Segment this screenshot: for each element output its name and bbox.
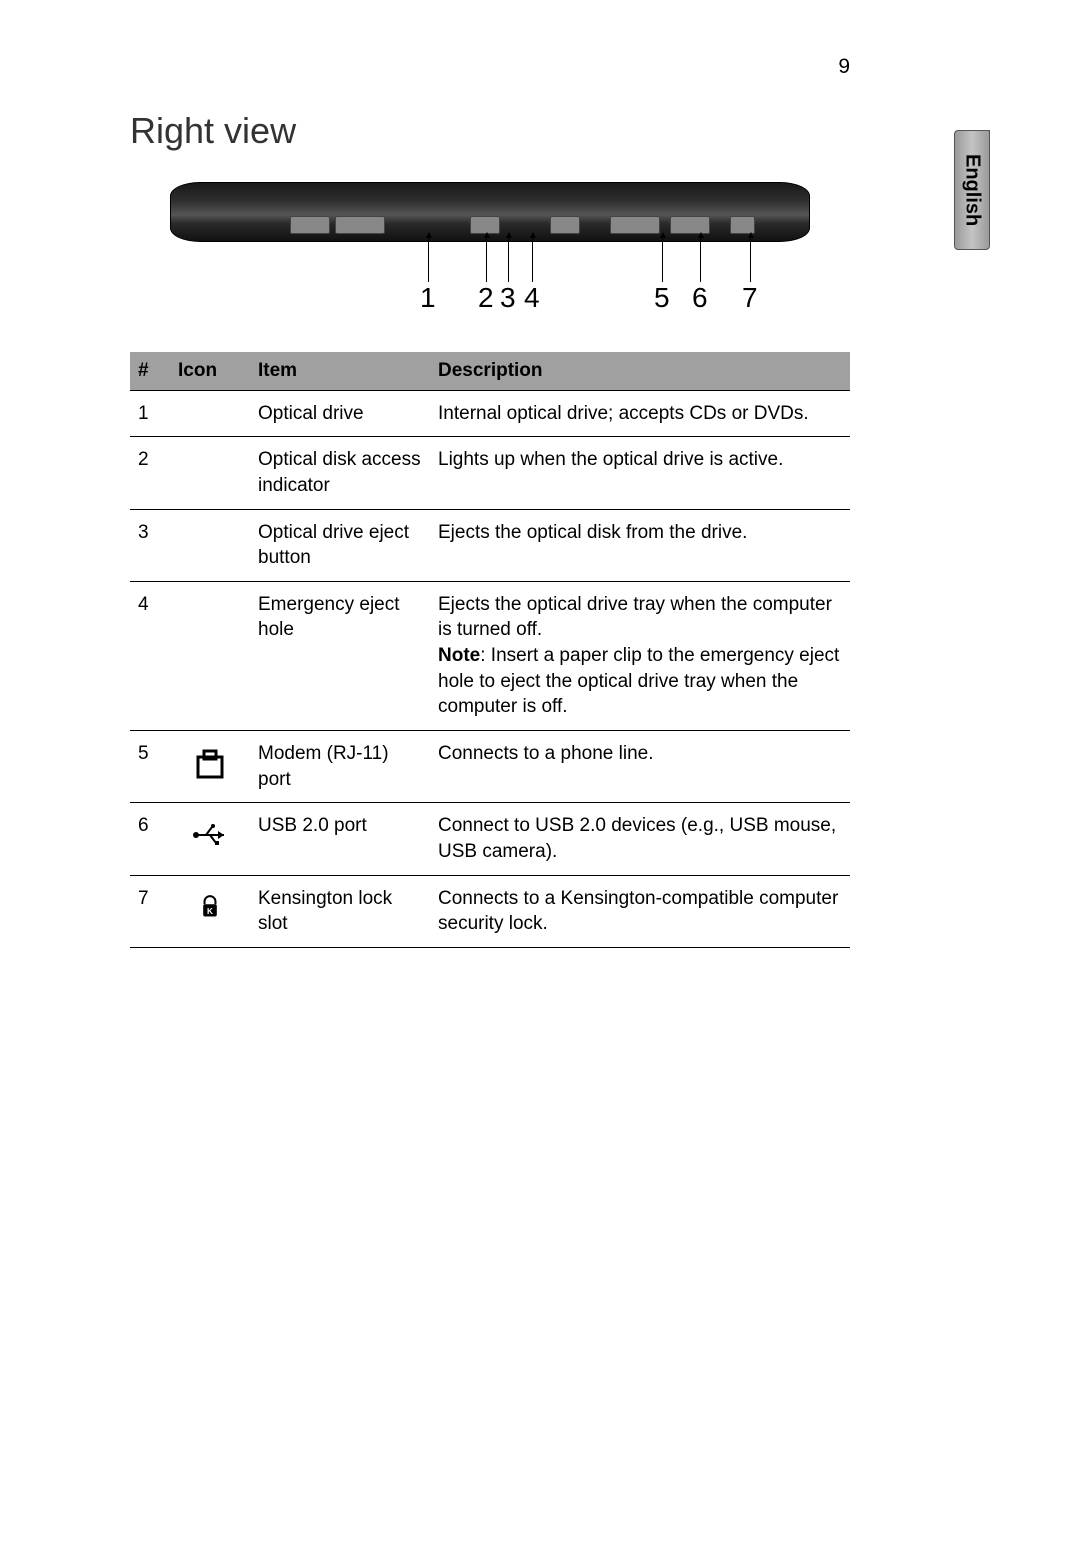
callout-5: 5	[654, 282, 670, 314]
callout-1: 1	[420, 282, 436, 314]
cell-icon	[170, 509, 250, 581]
cell-icon	[170, 390, 250, 437]
cell-num: 5	[130, 731, 170, 803]
table-row: 5 Modem (RJ-11) port Connects to a phone…	[130, 731, 850, 803]
cell-num: 7	[130, 875, 170, 947]
cell-item: USB 2.0 port	[250, 803, 430, 875]
desc-note-text: : Insert a paper clip to the emergency e…	[438, 645, 839, 717]
cell-num: 3	[130, 509, 170, 581]
modem-icon	[188, 743, 232, 783]
desc-note-label: Note	[438, 645, 480, 666]
section-title: Right view	[130, 110, 850, 152]
callout-labels: 1 2 3 4 5 6 7	[170, 282, 810, 322]
cell-item: Optical disk access indicator	[250, 437, 430, 509]
cell-item: Optical drive eject button	[250, 509, 430, 581]
callout-4: 4	[524, 282, 540, 314]
page-content: Right view 1 2 3 4 5 6	[130, 110, 850, 948]
page-number: 9	[838, 55, 850, 79]
lock-icon: K	[195, 890, 225, 924]
cell-icon	[170, 731, 250, 803]
cell-item: Kensington lock slot	[250, 875, 430, 947]
col-item: Item	[250, 352, 430, 390]
svg-text:K: K	[207, 907, 213, 916]
callout-6: 6	[692, 282, 708, 314]
right-view-diagram: 1 2 3 4 5 6 7	[170, 172, 810, 322]
table-row: 7 K Kensington lock slot Connects to a K…	[130, 875, 850, 947]
ports-table: # Icon Item Description 1 Optical drive …	[130, 352, 850, 948]
col-num: #	[130, 352, 170, 390]
cell-desc: Connects to a phone line.	[430, 731, 850, 803]
table-row: 3 Optical drive eject button Ejects the …	[130, 509, 850, 581]
cell-item: Emergency eject hole	[250, 581, 430, 730]
callout-3: 3	[500, 282, 516, 314]
cell-num: 6	[130, 803, 170, 875]
cell-icon	[170, 803, 250, 875]
table-row: 6 USB 2.0 port Connect to USB 2.0 device…	[130, 803, 850, 875]
cell-desc: Ejects the optical disk from the drive.	[430, 509, 850, 581]
cell-desc: Ejects the optical drive tray when the c…	[430, 581, 850, 730]
col-icon: Icon	[170, 352, 250, 390]
desc-pre: Ejects the optical drive tray when the c…	[438, 594, 832, 641]
table-header-row: # Icon Item Description	[130, 352, 850, 390]
cell-desc: Connect to USB 2.0 devices (e.g., USB mo…	[430, 803, 850, 875]
cell-icon: K	[170, 875, 250, 947]
callout-2: 2	[478, 282, 494, 314]
col-desc: Description	[430, 352, 850, 390]
cell-desc: Connects to a Kensington-compatible comp…	[430, 875, 850, 947]
cell-num: 4	[130, 581, 170, 730]
laptop-side-illustration	[170, 172, 810, 282]
language-tab-label: English	[961, 154, 984, 226]
cell-num: 1	[130, 390, 170, 437]
callout-7: 7	[742, 282, 758, 314]
cell-desc: Internal optical drive; accepts CDs or D…	[430, 390, 850, 437]
table-row: 4 Emergency eject hole Ejects the optica…	[130, 581, 850, 730]
cell-desc: Lights up when the optical drive is acti…	[430, 437, 850, 509]
table-row: 1 Optical drive Internal optical drive; …	[130, 390, 850, 437]
cell-item: Optical drive	[250, 390, 430, 437]
cell-num: 2	[130, 437, 170, 509]
cell-icon	[170, 437, 250, 509]
table-row: 2 Optical disk access indicator Lights u…	[130, 437, 850, 509]
cell-item: Modem (RJ-11) port	[250, 731, 430, 803]
usb-icon	[188, 815, 232, 855]
language-tab: English	[954, 130, 990, 250]
cell-icon	[170, 581, 250, 730]
